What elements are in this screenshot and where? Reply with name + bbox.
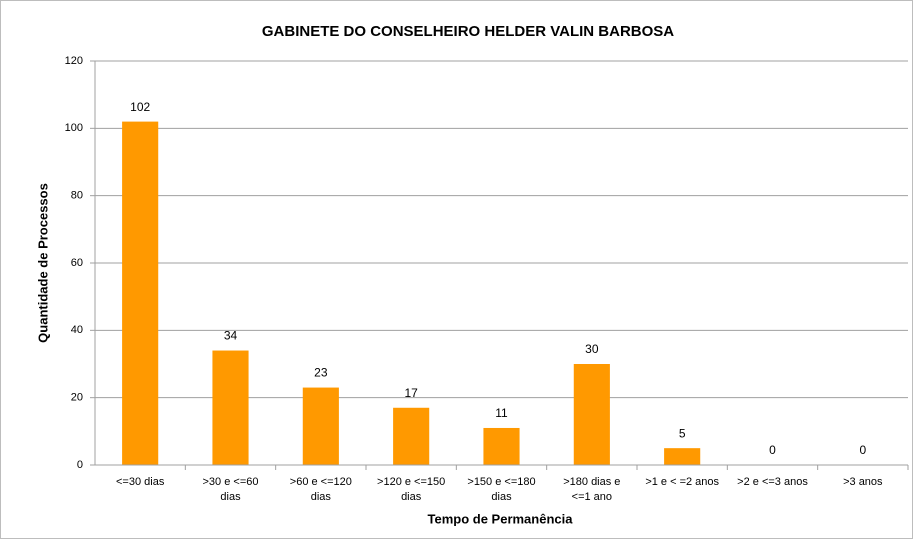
bar: [212, 350, 249, 465]
data-label: 17: [404, 386, 418, 400]
x-tick-label: >150 e <=180 dias: [467, 476, 535, 503]
bar: [573, 364, 610, 465]
x-tick-label: >120 e <=150 dias: [377, 476, 445, 503]
y-tick-label: 0: [77, 459, 83, 471]
y-tick-label: 80: [71, 190, 83, 202]
data-label: 0: [769, 443, 776, 457]
y-tick-label: 40: [71, 324, 83, 336]
bar: [122, 121, 159, 465]
y-tick-label: 100: [65, 122, 83, 134]
data-label: 5: [679, 426, 686, 440]
x-tick-label: <=30 dias: [116, 476, 165, 488]
x-tick-label: >2 e <=3 anos: [737, 476, 808, 488]
data-label: 0: [859, 443, 866, 457]
data-label: 102: [130, 100, 150, 114]
bar: [483, 427, 520, 465]
x-axis-label: Tempo de Permanência: [428, 511, 574, 526]
chart-title: GABINETE DO CONSELHEIRO HELDER VALIN BAR…: [262, 23, 674, 40]
data-label: 23: [314, 366, 328, 380]
bar: [393, 407, 430, 465]
data-label: 34: [224, 329, 238, 343]
data-label: 11: [495, 406, 508, 420]
data-label: 30: [585, 342, 599, 356]
x-tick-label: >180 dias e <=1 ano: [563, 476, 620, 503]
bar: [664, 448, 701, 465]
x-tick-label: >60 e <=120 dias: [290, 476, 352, 503]
x-tick-label: >1 e < =2 anos: [645, 476, 719, 488]
bar: [302, 387, 339, 465]
y-axis-label: Quantidade de Processos: [35, 183, 50, 343]
y-tick-label: 20: [71, 392, 83, 404]
y-tick-label: 60: [71, 257, 83, 269]
x-tick-label: >3 anos: [843, 476, 883, 488]
y-tick-label: 120: [65, 55, 83, 67]
x-tick-label: >30 e <=60 dias: [203, 476, 259, 503]
